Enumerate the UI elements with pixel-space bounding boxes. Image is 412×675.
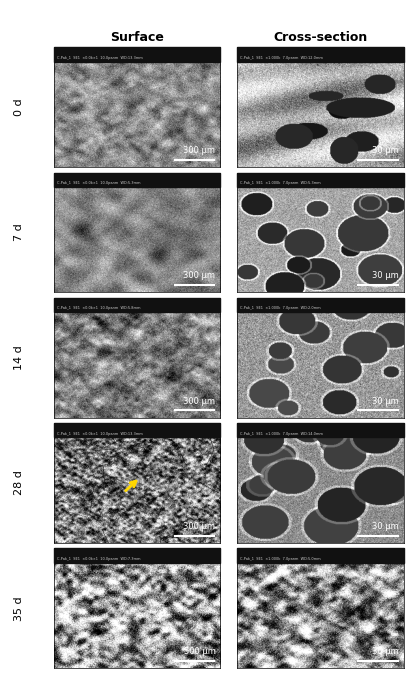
Text: 300 μm: 300 μm: [183, 397, 215, 406]
Text: 28 d: 28 d: [14, 470, 24, 495]
Text: C-Pak_1  SE1  ×1.000k  7.0panm  WD:14.0mm: C-Pak_1 SE1 ×1.000k 7.0panm WD:14.0mm: [240, 432, 323, 435]
Text: 30 μm: 30 μm: [372, 146, 399, 155]
Text: 30 μm: 30 μm: [372, 397, 399, 406]
Bar: [237, 423, 404, 437]
Text: 14 d: 14 d: [14, 346, 24, 370]
Text: C-Pak_1  SE1  ×0.0k×1  10.0panm  WD:13.3mm: C-Pak_1 SE1 ×0.0k×1 10.0panm WD:13.3mm: [57, 56, 143, 60]
Text: C-Pak_1  SE1  ×0.0k×1  10.0panm  WD:13.3mm: C-Pak_1 SE1 ×0.0k×1 10.0panm WD:13.3mm: [57, 432, 143, 435]
Text: 30 μm: 30 μm: [372, 647, 399, 656]
Text: 30 μm: 30 μm: [372, 271, 399, 280]
Text: 30 μm: 30 μm: [372, 522, 399, 531]
Text: C-Pak_1  SE1  ×1.000k  7.0panm  WD:12.0mm: C-Pak_1 SE1 ×1.000k 7.0panm WD:12.0mm: [240, 56, 323, 60]
Text: Surface: Surface: [110, 30, 164, 44]
Text: 500 μm: 500 μm: [183, 647, 215, 656]
Text: 35 d: 35 d: [14, 596, 24, 620]
Text: 7 d: 7 d: [14, 223, 24, 242]
Bar: [54, 548, 220, 563]
Bar: [54, 298, 220, 313]
Text: C-Pak_1  SE1  ×0.0k×1  10.0panm  WD:7.3mm: C-Pak_1 SE1 ×0.0k×1 10.0panm WD:7.3mm: [57, 557, 140, 561]
Bar: [237, 298, 404, 313]
Text: 300 μm: 300 μm: [183, 271, 215, 280]
Bar: [54, 173, 220, 187]
Bar: [237, 173, 404, 187]
Text: C-Pak_1  SE1  ×0.0k×1  10.0panm  WD:5.3mm: C-Pak_1 SE1 ×0.0k×1 10.0panm WD:5.3mm: [57, 181, 140, 185]
Text: C-Pak_1  SE1  ×0.0k×1  10.0panm  WD:5.8mm: C-Pak_1 SE1 ×0.0k×1 10.0panm WD:5.8mm: [57, 306, 140, 310]
Bar: [237, 548, 404, 563]
Text: Cross-section: Cross-section: [273, 30, 368, 44]
Text: 300 μm: 300 μm: [183, 522, 215, 531]
Text: 0 d: 0 d: [14, 99, 24, 116]
Text: C-Pak_1  SE1  ×1.000k  7.0panm  WD:2.0mm: C-Pak_1 SE1 ×1.000k 7.0panm WD:2.0mm: [240, 306, 321, 310]
Text: 300 μm: 300 μm: [183, 146, 215, 155]
Text: C-Pak_1  SE1  ×1.000k  7.0panm  WD:5.0mm: C-Pak_1 SE1 ×1.000k 7.0panm WD:5.0mm: [240, 557, 321, 561]
Text: C-Pak_1  SE1  ×1.000k  7.0panm  WD:5.3mm: C-Pak_1 SE1 ×1.000k 7.0panm WD:5.3mm: [240, 181, 321, 185]
Bar: [54, 423, 220, 437]
Bar: [237, 47, 404, 61]
Bar: [54, 47, 220, 61]
